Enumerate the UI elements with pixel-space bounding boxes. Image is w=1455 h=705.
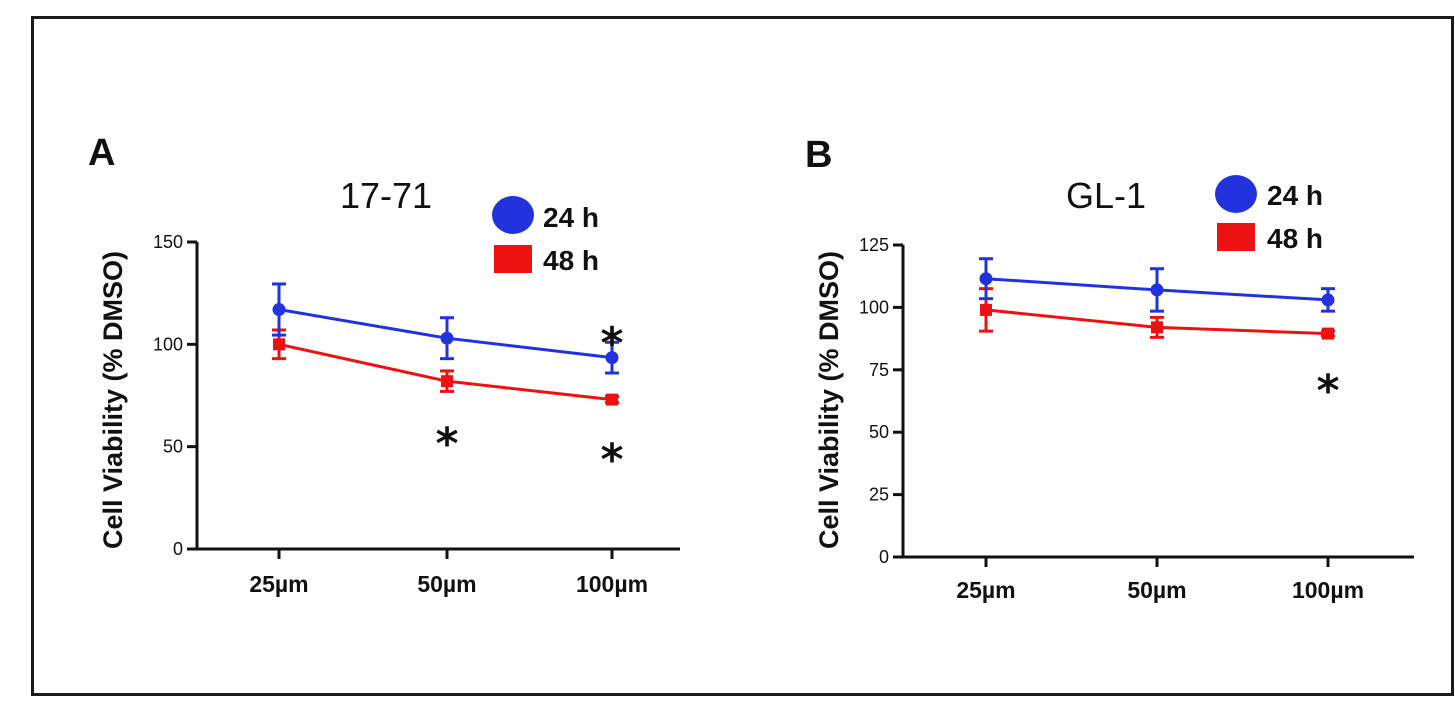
chart-title-b: GL-1: [1066, 175, 1146, 216]
y-tick-label: 125: [859, 235, 889, 255]
significance-marker: *: [600, 318, 623, 369]
legend-label-48h-b: 48 h: [1267, 223, 1323, 254]
data-point-48h: [606, 393, 618, 406]
data-point-48h: [980, 303, 992, 316]
data-point-48h: [1151, 321, 1163, 334]
y-tick-label: 100: [153, 334, 183, 354]
y-axis-label-a: Cell Viability (% DMSO): [98, 251, 128, 549]
data-point-24h: [1321, 293, 1335, 307]
figure-frame: [31, 16, 1454, 696]
y-tick-label: 25: [869, 485, 889, 505]
significance-marker: *: [1316, 365, 1339, 416]
plot-area-a: 0 50 100 150 25µm 50µm 100µm * * *: [153, 196, 680, 597]
data-point-24h: [1150, 283, 1164, 297]
data-point-48h: [273, 338, 285, 351]
data-point-48h: [441, 375, 453, 388]
legend-label-24h-b: 24 h: [1267, 180, 1323, 211]
legend-marker-24h: [492, 196, 534, 234]
significance-marker: *: [600, 435, 623, 486]
chart-title-a: 17-71: [340, 175, 432, 216]
legend-label-48h-a: 48 h: [543, 245, 599, 276]
significance-marker: *: [435, 418, 458, 469]
legend-marker-48h: [1217, 223, 1255, 251]
y-tick-label: 50: [163, 437, 183, 457]
y-tick-label: 150: [153, 232, 183, 252]
legend-marker-24h: [1215, 175, 1257, 213]
x-tick-label: 100µm: [576, 571, 648, 597]
x-tick-label: 50µm: [1127, 577, 1186, 603]
x-tick-label: 25µm: [956, 577, 1015, 603]
panel-letter-b: B: [805, 134, 832, 176]
y-axis-label-b: Cell Viability (% DMSO): [814, 251, 844, 549]
y-tick-label: 50: [869, 422, 889, 442]
data-point-24h: [272, 303, 286, 317]
panel-letter-a: A: [88, 132, 115, 174]
x-tick-label: 25µm: [249, 571, 308, 597]
y-tick-label: 75: [869, 360, 889, 380]
y-tick-label: 100: [859, 297, 889, 317]
data-point-24h: [979, 272, 993, 286]
legend-label-24h-a: 24 h: [543, 202, 599, 233]
legend-marker-48h: [494, 245, 532, 273]
x-tick-label: 100µm: [1292, 577, 1364, 603]
data-point-48h: [1322, 327, 1334, 340]
y-tick-label: 0: [879, 547, 889, 567]
x-tick-label: 50µm: [417, 571, 476, 597]
data-point-24h: [440, 331, 454, 345]
data-point-24h: [605, 351, 619, 365]
plot-area-b: 0 25 50 75 100 125 25µm 50µm 100µm *: [859, 175, 1414, 603]
y-tick-label: 0: [173, 539, 183, 559]
